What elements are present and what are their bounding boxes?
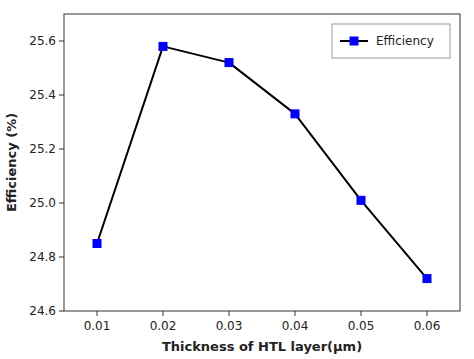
point [291, 110, 299, 118]
plot-data [93, 42, 431, 282]
y-tick-label: 25.6 [29, 34, 56, 48]
legend: Efficiency [332, 24, 450, 58]
line [97, 46, 427, 278]
x-tick [229, 311, 230, 316]
y-tick-label: 24.8 [29, 250, 56, 264]
y-tick [59, 95, 64, 96]
x-tick-label: 0.04 [282, 319, 309, 333]
x-tick-label: 0.03 [216, 319, 243, 333]
point [423, 275, 431, 283]
x-tick [427, 311, 428, 316]
y-tick-label: 25.2 [29, 142, 56, 156]
legend-marker [350, 37, 358, 45]
y-axis: 24.6 24.8 25.0 25.2 25.4 25.6 [29, 34, 64, 318]
x-tick [361, 311, 362, 316]
y-tick-label: 24.6 [29, 304, 56, 318]
x-tick-label: 0.06 [414, 319, 441, 333]
y-tick [59, 311, 64, 312]
y-tick [59, 203, 64, 204]
plot-frame [64, 14, 460, 311]
point [159, 42, 167, 50]
chart: 0.01 0.02 0.03 0.04 0.05 0.06 Thickness of HTL… [0, 0, 474, 359]
x-tick [97, 311, 98, 316]
point [93, 240, 101, 248]
x-tick [163, 311, 164, 316]
y-tick-label: 25.4 [29, 88, 56, 102]
x-tick-label: 0.02 [150, 319, 177, 333]
y-tick-label: 25.0 [29, 196, 56, 210]
x-tick-label: 0.05 [348, 319, 375, 333]
x-tick [295, 311, 296, 316]
x-axis: 0.01 0.02 0.03 0.04 0.05 0.06 [84, 311, 441, 333]
x-axis-label: Thickness of HTL layer(μm) [162, 339, 362, 354]
y-tick [59, 149, 64, 150]
y-tick [59, 41, 64, 42]
y-tick [59, 257, 64, 258]
y-axis-label: Efficiency (%) [4, 113, 19, 212]
point [225, 59, 233, 67]
legend-box [332, 24, 450, 58]
legend-label: Efficiency [376, 34, 434, 48]
x-tick-label: 0.01 [84, 319, 111, 333]
point [357, 196, 365, 204]
